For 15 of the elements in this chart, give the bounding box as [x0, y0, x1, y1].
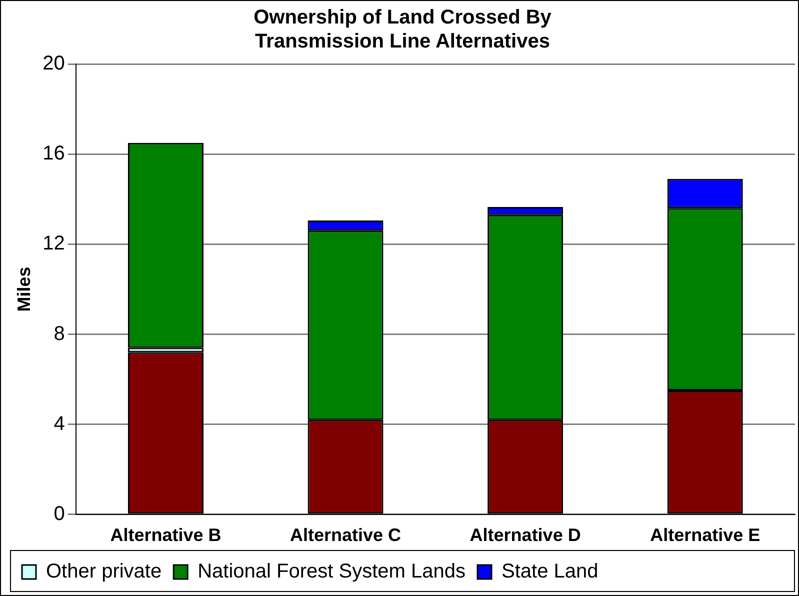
x-tick-label: Alternative C — [290, 525, 402, 546]
y-tick-label: 4 — [54, 412, 65, 435]
legend-label: Other private — [46, 560, 162, 583]
legend-label: State Land — [502, 560, 598, 583]
y-tick-label: 20 — [42, 52, 65, 75]
y-axis-title: Miles — [14, 266, 34, 312]
x-tick-label: Alternative D — [470, 525, 581, 546]
chart-title: Ownership of Land Crossed By Transmission Line Alternatives — [254, 6, 552, 53]
y-tick-label: 12 — [42, 232, 65, 255]
x-tick-label: Alternative B — [110, 525, 222, 546]
legend-label: National Forest System Lands — [198, 560, 466, 583]
y-tick-label: 8 — [54, 322, 65, 345]
y-tick-label: 16 — [42, 142, 65, 165]
y-tick-label: 0 — [54, 502, 65, 525]
x-tick-label: Alternative E — [650, 525, 760, 546]
